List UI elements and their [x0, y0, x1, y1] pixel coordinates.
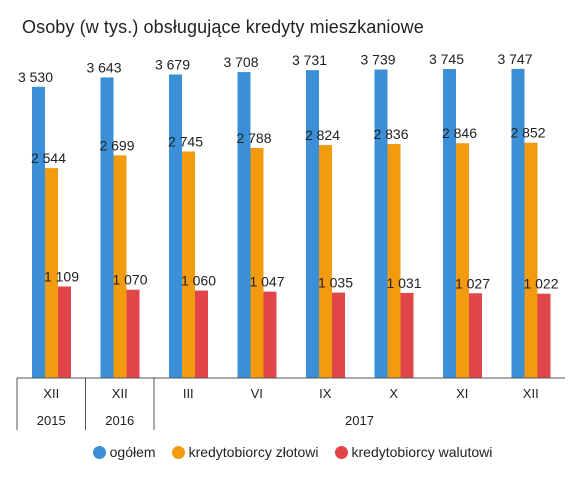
x-tick-label: VI	[251, 386, 263, 401]
data-label-walutowi: 1 031	[386, 275, 421, 291]
legend-swatch-zlotowi	[171, 445, 185, 459]
bar-walutowi	[537, 293, 551, 378]
data-label-zlotowi: 2 699	[99, 137, 134, 153]
legend-swatch-walutowi	[334, 445, 348, 459]
bar-ogolem	[374, 69, 388, 378]
data-label-zlotowi: 2 836	[373, 126, 408, 142]
x-tick-label: XII	[523, 386, 539, 401]
bar-ogolem	[511, 68, 525, 378]
bar-ogolem	[443, 69, 456, 378]
bar-walutowi	[469, 293, 482, 378]
legend-label-ogolem: ogółem	[109, 444, 156, 460]
data-label-zlotowi: 2 824	[305, 127, 340, 143]
bar-zlotowi	[113, 155, 127, 378]
data-label-walutowi: 1 070	[112, 272, 147, 288]
data-label-ogolem: 3 530	[18, 69, 53, 85]
x-tick-label: XII	[43, 386, 59, 401]
data-label-zlotowi: 2 544	[31, 150, 66, 166]
chart-title: Osoby (w tys.) obsługujące kredyty miesz…	[22, 17, 424, 37]
legend-label-zlotowi: kredytobiorcy złotowi	[188, 444, 319, 460]
legend-swatch-ogolem	[92, 445, 106, 459]
bar-walutowi	[332, 292, 345, 378]
data-label-walutowi: 1 022	[523, 276, 558, 292]
data-label-walutowi: 1 047	[249, 274, 284, 290]
data-label-zlotowi: 2 852	[510, 125, 545, 141]
year-label: 2017	[345, 413, 374, 428]
chart-legend: ogółem kredytobiorcy złotowi kredytobior…	[0, 440, 585, 464]
data-label-walutowi: 1 109	[44, 269, 79, 285]
data-label-zlotowi: 2 846	[442, 125, 477, 141]
data-label-zlotowi: 2 788	[236, 130, 271, 146]
bar-ogolem	[306, 70, 319, 378]
x-tick-label: IX	[319, 386, 332, 401]
bar-zlotowi	[524, 142, 538, 378]
x-tick-label: XII	[112, 386, 128, 401]
data-label-ogolem: 3 739	[360, 52, 395, 68]
bar-walutowi	[400, 292, 414, 378]
bar-walutowi	[263, 291, 277, 378]
bar-ogolem	[237, 72, 251, 378]
year-label: 2016	[105, 413, 134, 428]
bar-walutowi	[195, 290, 208, 378]
data-label-ogolem: 3 708	[223, 54, 258, 70]
bar-zlotowi	[387, 144, 401, 378]
x-tick-label: X	[389, 386, 398, 401]
bar-zlotowi	[456, 143, 469, 378]
data-label-ogolem: 3 679	[155, 56, 190, 72]
bar-ogolem	[169, 74, 182, 379]
data-label-zlotowi: 2 745	[168, 134, 203, 150]
legend-item-zlotowi: kredytobiorcy złotowi	[171, 444, 319, 460]
x-tick-label: XI	[456, 386, 468, 401]
bar-walutowi	[126, 289, 140, 378]
bar-walutowi	[58, 286, 71, 378]
year-label: 2015	[37, 413, 66, 428]
data-label-ogolem: 3 731	[292, 52, 327, 68]
legend-label-walutowi: kredytobiorcy walutowi	[351, 444, 493, 460]
x-tick-label: III	[183, 386, 194, 401]
data-label-walutowi: 1 035	[318, 275, 353, 291]
bar-zlotowi	[250, 147, 264, 378]
bar-ogolem	[100, 77, 114, 378]
data-label-ogolem: 3 745	[429, 51, 464, 67]
data-label-ogolem: 3 747	[497, 51, 532, 67]
data-label-walutowi: 1 060	[181, 273, 216, 289]
bar-zlotowi	[319, 145, 332, 378]
data-label-ogolem: 3 643	[86, 59, 121, 75]
data-label-walutowi: 1 027	[455, 275, 490, 291]
legend-item-ogolem: ogółem	[92, 444, 156, 460]
legend-item-walutowi: kredytobiorcy walutowi	[334, 444, 493, 460]
bar-zlotowi	[45, 168, 58, 378]
bar-ogolem	[32, 86, 45, 379]
bar-zlotowi	[182, 151, 195, 378]
